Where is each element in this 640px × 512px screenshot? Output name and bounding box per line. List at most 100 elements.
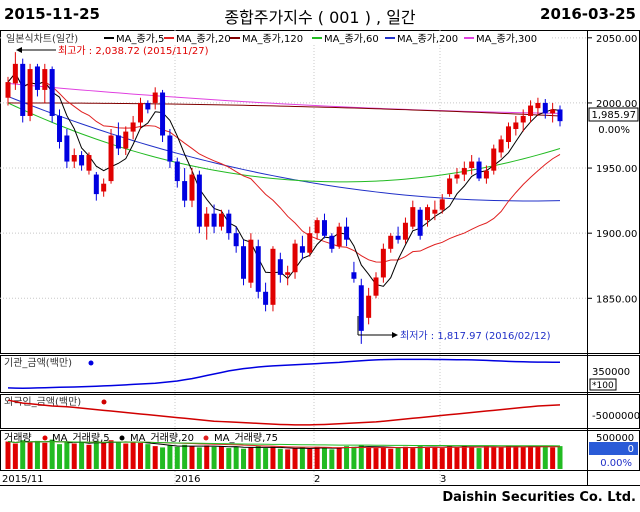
candle-body (152, 92, 158, 103)
volume-bar (123, 443, 129, 469)
volume-bar (137, 442, 143, 469)
candle-body (12, 63, 18, 84)
volume-bar (513, 446, 519, 469)
volume-bar (425, 447, 431, 469)
candle-body (299, 246, 305, 253)
volume-bar (520, 447, 526, 469)
candle-body (550, 109, 556, 114)
y-tick-label: 2000.00 (596, 99, 637, 110)
candle-body (329, 235, 335, 249)
current-price-box (588, 107, 639, 122)
volume-bar (49, 439, 55, 469)
candle-body (461, 168, 467, 175)
end-date: 2016-03-25 (540, 5, 636, 23)
volume-change: 0.00% (600, 458, 632, 469)
candle-body (160, 92, 166, 136)
chart-header: 2015-11-25 종합주가지수 ( 001 ) , 일간 2016-03-2… (0, 0, 640, 30)
candle-body (57, 115, 63, 143)
volume-bar (380, 446, 386, 469)
moving-averages (7, 72, 561, 287)
start-date: 2015-11-25 (4, 5, 100, 23)
volume-bar (130, 441, 136, 469)
volume-bar (498, 446, 504, 469)
candle-body (344, 226, 350, 240)
volume-bar (469, 446, 475, 469)
candle-body (130, 122, 136, 132)
volume-bar (20, 440, 26, 469)
candle-body (491, 148, 497, 171)
candle-body (395, 235, 401, 240)
volume-legend: 거래량 MA_거래량,5 MA_거래량,20 MA_거래량,75 (4, 432, 278, 444)
candle-body (49, 69, 55, 116)
candle-body (314, 220, 320, 234)
candle-body (402, 222, 408, 240)
volume-bar (189, 446, 195, 469)
institution-panel: 기관_금액(백만) 350000 *100 (4, 357, 630, 391)
candle-body (5, 82, 11, 98)
candle-body (336, 226, 342, 247)
candle-body (535, 102, 541, 109)
candle-body (476, 161, 482, 179)
ma200-line (7, 95, 561, 202)
foreign-legend-marker (101, 399, 107, 405)
candle-body (248, 239, 254, 283)
volume-legend-ma5: MA_거래량,5 (52, 432, 110, 444)
x-tick-mar: 3 (440, 474, 446, 485)
ma5-line (7, 72, 561, 287)
candle-body (34, 66, 40, 90)
low-label: 최저가 : 1,817.97 (2016/02/12) (400, 330, 551, 342)
legend-ma300: MA_종가,300 (476, 33, 537, 45)
high-arrow-head (16, 47, 22, 53)
volume-bar (233, 446, 239, 469)
price-legend: 일본식차트(일간) MA_종가,5 MA_종가,20 MA_종가,120 MA_… (2, 32, 550, 45)
volume-bar (211, 446, 217, 469)
volume-bar (152, 446, 158, 469)
y-tick-label: 1900.00 (596, 229, 637, 240)
candle-body (93, 174, 99, 195)
candle-body (218, 213, 224, 227)
candle-body (505, 126, 511, 143)
legend-ma20: MA_종가,20 (176, 33, 231, 45)
volume-bar (196, 447, 202, 469)
volume-bar (550, 447, 556, 469)
x-tick-feb: 2 (314, 474, 320, 485)
volume-legend-ma20-marker (203, 435, 209, 441)
volume-bar (329, 449, 335, 469)
candle-body (86, 155, 92, 171)
volume-legend-main-marker (42, 435, 48, 441)
candle-body (182, 181, 188, 201)
candle-body (241, 246, 247, 279)
candle-body (204, 213, 210, 227)
ma60-line (7, 102, 561, 183)
candle-body (410, 207, 416, 227)
foreign-panel: 외국인_금액(백만) -5000000 (4, 396, 640, 426)
volume-bar (454, 447, 460, 469)
candle-body (454, 174, 460, 179)
candle-body (79, 155, 85, 166)
volume-bar (535, 446, 541, 469)
legend-ma120: MA_종가,120 (242, 33, 303, 45)
legend-ma5: MA_종가,5 (116, 33, 164, 45)
volume-bar (395, 447, 401, 469)
foreign-panel-frame (0, 394, 640, 429)
low-annotation: 최저가 : 1,817.97 (2016/02/12) (357, 316, 551, 342)
volume-bar (182, 444, 188, 469)
candle-body (373, 277, 379, 296)
candle-body (380, 248, 386, 278)
candle-body (528, 105, 534, 116)
candle-body (255, 246, 261, 292)
candle-body (108, 135, 114, 182)
candle-body (498, 139, 504, 153)
price-y-ticks: 2050.00 2000.00 1950.00 1900.00 1850.00 (587, 34, 637, 305)
volume-bar (505, 445, 511, 469)
candle-body (233, 233, 239, 247)
candle-body (71, 155, 77, 162)
volume-bar (358, 445, 364, 469)
candle-body (358, 285, 364, 331)
volume-legend-ma5-marker (119, 435, 125, 441)
foreign-legend: 외국인_금액(백만) (4, 396, 81, 408)
institution-scale-box (589, 378, 617, 391)
volume-bar (226, 448, 232, 469)
volume-bar (417, 446, 423, 469)
volume-panel: 거래량 MA_거래량,5 MA_거래량,20 MA_거래량,75 500000 … (4, 432, 638, 469)
